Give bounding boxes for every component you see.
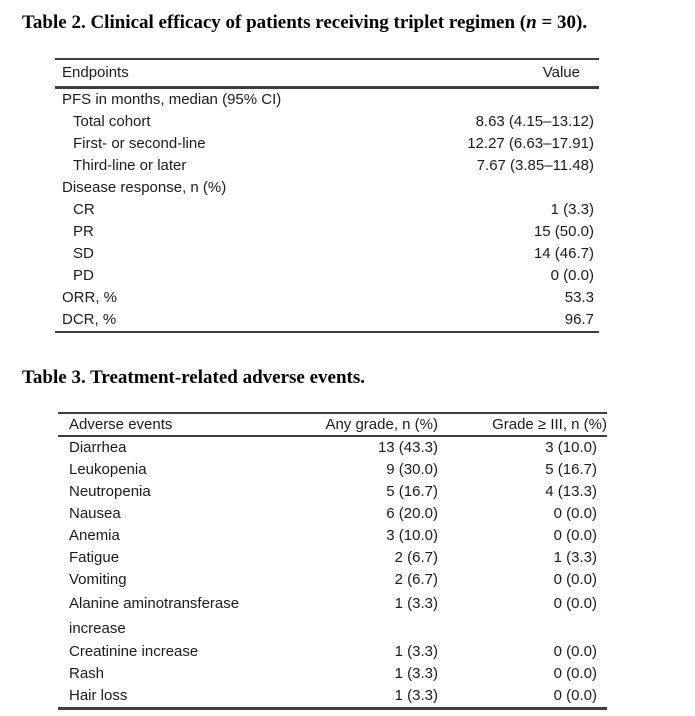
table-row: CR 1 (3.3): [55, 199, 599, 221]
endpoint-value: 8.63 (4.15–13.12): [475, 113, 594, 130]
table2-title: Table 2. Clinical efficacy of patients r…: [22, 12, 587, 34]
table-row: DCR, % 96.7: [55, 309, 599, 332]
endpoint-label: First- or second-line: [73, 135, 206, 152]
table-row: Rash 1 (3.3) 0 (0.0): [58, 663, 607, 685]
adverse-event-label: Hair loss: [69, 687, 128, 704]
table-row: ORR, % 53.3: [55, 287, 599, 309]
table-row: First- or second-line 12.27 (6.63–17.91): [55, 133, 599, 155]
any-grade-value: 1 (3.3): [394, 687, 438, 704]
table-row: Hair loss 1 (3.3) 0 (0.0): [58, 685, 607, 709]
table-row: Leukopenia 9 (30.0) 5 (16.7): [58, 459, 607, 481]
table2-title-suffix: = 30).: [536, 12, 588, 33]
adverse-event-label: Fatigue: [69, 549, 120, 566]
table-row: Fatigue 2 (6.7) 1 (3.3): [58, 547, 607, 569]
clinical-efficacy-table: Endpoints Value PFS in months, median (9…: [55, 58, 599, 333]
any-grade-value: 6 (20.0): [386, 505, 438, 522]
endpoint-value: 7.67 (3.85–11.48): [476, 157, 594, 174]
endpoint-value: 96.7: [564, 311, 594, 328]
endpoint-label: Third-line or later: [73, 157, 187, 174]
any-grade-value: 13 (43.3): [377, 439, 438, 456]
table-row: Nausea 6 (20.0) 0 (0.0): [58, 503, 607, 525]
any-grade-value: 1 (3.3): [394, 595, 438, 612]
table-row: Creatinine increase 1 (3.3) 0 (0.0): [58, 641, 607, 663]
grade-iii-value: 5 (16.7): [545, 461, 597, 478]
endpoint-value: 0 (0.0): [550, 267, 594, 284]
endpoint-value: 14 (46.7): [533, 245, 594, 262]
endpoint-value: [385, 88, 599, 112]
table-row: Total cohort 8.63 (4.15–13.12): [55, 111, 599, 133]
table-row: Diarrhea 13 (43.3) 3 (10.0): [58, 436, 607, 459]
endpoint-value: [385, 177, 599, 199]
any-grade-value: 1 (3.3): [394, 643, 438, 660]
adverse-event-label: Anemia: [69, 527, 120, 544]
any-grade-value: 2 (6.7): [394, 571, 438, 588]
grade-iii-value: 0 (0.0): [553, 665, 597, 682]
column-header-grade-iii: Grade ≥ III, n (%): [438, 413, 607, 437]
endpoint-label: Disease response, n (%): [62, 179, 227, 196]
grade-iii-value: 0 (0.0): [553, 527, 597, 544]
any-grade-value: 2 (6.7): [394, 549, 438, 566]
endpoint-value: 53.3: [564, 289, 594, 306]
adverse-events-table: Adverse events Any grade, n (%) Grade ≥ …: [58, 412, 607, 710]
table-row: PFS in months, median (95% CI): [55, 88, 599, 112]
any-grade-value: 5 (16.7): [386, 483, 438, 500]
column-header-value: Value: [385, 59, 599, 89]
grade-iii-value: 0 (0.0): [553, 571, 597, 588]
endpoint-label: ORR, %: [62, 289, 118, 306]
adverse-event-label: Vomiting: [69, 571, 127, 588]
table-header-row: Endpoints Value: [55, 59, 599, 89]
any-grade-value: 9 (30.0): [386, 461, 438, 478]
grade-iii-value: 4 (13.3): [545, 483, 597, 500]
adverse-event-label: Leukopenia: [69, 461, 147, 478]
grade-iii-value: 1 (3.3): [553, 549, 597, 566]
adverse-event-label: Creatinine increase: [69, 643, 199, 660]
table-row: SD 14 (46.7): [55, 243, 599, 265]
adverse-event-label: Rash: [69, 665, 105, 682]
table-row: Third-line or later 7.67 (3.85–11.48): [55, 155, 599, 177]
endpoint-label: PD: [73, 267, 94, 284]
any-grade-value: 3 (10.0): [386, 527, 438, 544]
adverse-event-label: Diarrhea: [69, 439, 127, 456]
table-row: PD 0 (0.0): [55, 265, 599, 287]
grade-iii-value: 0 (0.0): [553, 505, 597, 522]
grade-iii-value: 0 (0.0): [553, 595, 597, 612]
adverse-event-label: Nausea: [69, 505, 121, 522]
endpoint-label: Total cohort: [73, 113, 151, 130]
adverse-event-label: Alanine aminotransferase increase: [69, 595, 240, 637]
table-row: Neutropenia 5 (16.7) 4 (13.3): [58, 481, 607, 503]
grade-iii-value: 0 (0.0): [553, 687, 597, 704]
table-row: Disease response, n (%): [55, 177, 599, 199]
column-header-endpoints: Endpoints: [55, 59, 385, 89]
endpoint-value: 12.27 (6.63–17.91): [467, 135, 594, 152]
any-grade-value: 1 (3.3): [394, 665, 438, 682]
endpoint-label: DCR, %: [62, 311, 117, 328]
table-row: Anemia 3 (10.0) 0 (0.0): [58, 525, 607, 547]
endpoint-label: SD: [73, 245, 94, 262]
endpoint-label: CR: [73, 201, 95, 218]
table3-title: Table 3. Treatment-related adverse event…: [22, 367, 366, 388]
table-row: Alanine aminotransferase increase 1 (3.3…: [58, 591, 607, 641]
table-header-row: Adverse events Any grade, n (%) Grade ≥ …: [58, 413, 607, 437]
table2-title-text: Table 2. Clinical efficacy of patients r…: [22, 12, 527, 33]
endpoint-value: 1 (3.3): [550, 201, 594, 218]
table2-title-italic-n: n: [526, 12, 537, 33]
adverse-event-label: Neutropenia: [69, 483, 151, 500]
grade-iii-value: 3 (10.0): [545, 439, 597, 456]
column-header-adverse-events: Adverse events: [58, 413, 290, 437]
column-header-any-grade: Any grade, n (%): [290, 413, 438, 437]
endpoint-label: PFS in months, median (95% CI): [62, 91, 282, 108]
grade-iii-value: 0 (0.0): [553, 643, 597, 660]
endpoint-value: 15 (50.0): [533, 223, 594, 240]
table-row: Vomiting 2 (6.7) 0 (0.0): [58, 569, 607, 591]
table-row: PR 15 (50.0): [55, 221, 599, 243]
endpoint-label: PR: [73, 223, 94, 240]
